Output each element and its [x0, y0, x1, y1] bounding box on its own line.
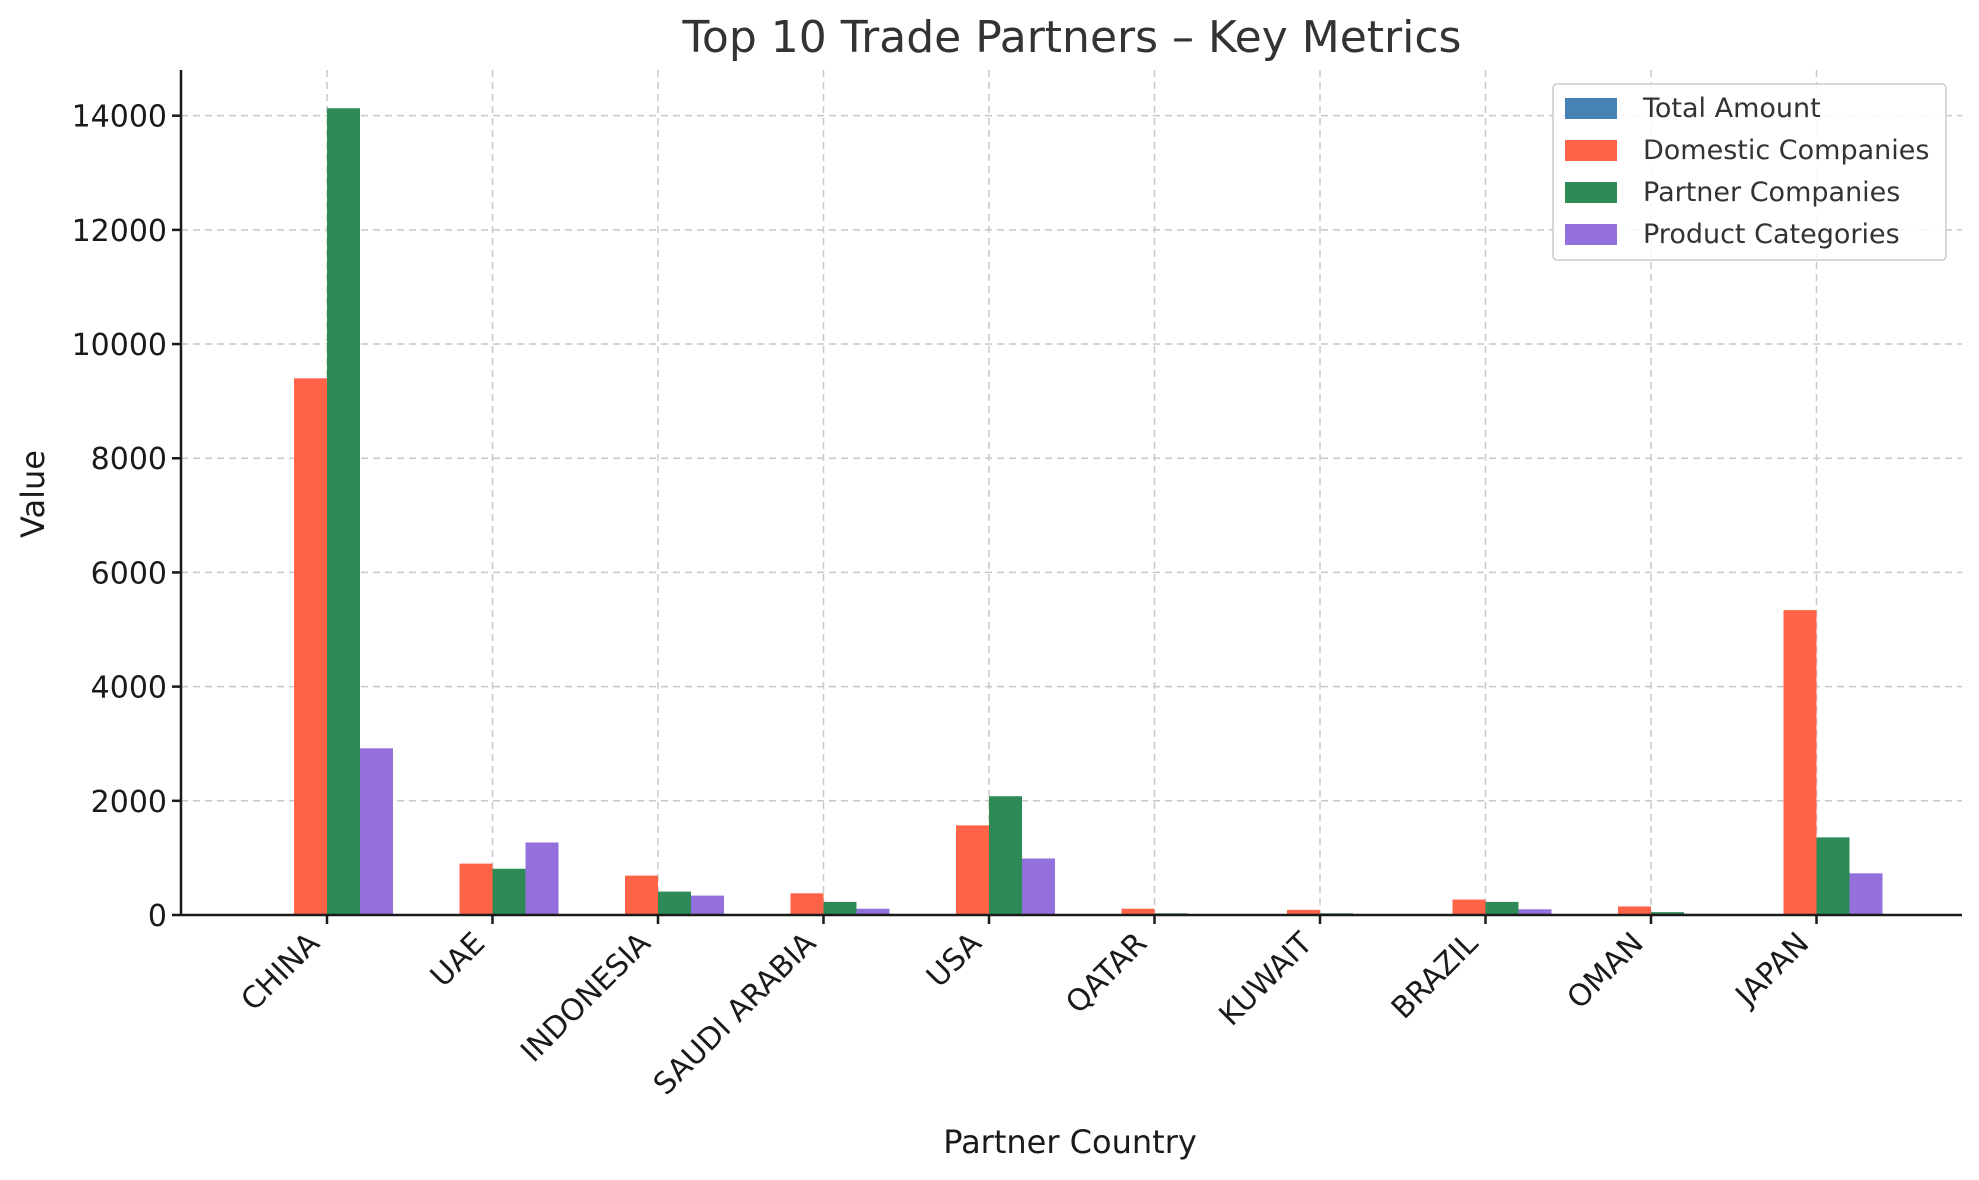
y-tick-label: 6000	[91, 556, 167, 591]
x-tick-label: INDONESIA	[514, 926, 658, 1070]
bar-partner-companies	[1816, 837, 1850, 915]
legend-entry: Total Amount	[1642, 93, 1821, 124]
bar-domestic-companies	[790, 893, 824, 915]
bar-partner-companies	[327, 108, 360, 916]
grid-lines	[181, 70, 1962, 915]
x-tick-label: KUWAIT	[1212, 925, 1320, 1033]
x-tick-label: JAPAN	[1728, 926, 1816, 1014]
legend-swatch	[1565, 182, 1617, 203]
bar-domestic-companies	[294, 378, 327, 916]
y-tick-label: 14000	[72, 100, 167, 135]
bar-domestic-companies	[625, 875, 658, 915]
bar-product-categories	[360, 748, 393, 915]
y-axis-label: Value	[14, 450, 52, 538]
bar-domestic-companies	[956, 825, 989, 915]
y-tick-label: 12000	[72, 214, 167, 249]
bar-product-categories	[691, 895, 724, 915]
bar-domestic-companies	[1452, 899, 1486, 915]
legend-frame	[1552, 83, 1947, 261]
bars	[294, 108, 1883, 916]
x-tick-label: OMAN	[1561, 926, 1651, 1016]
bar-partner-companies	[492, 868, 526, 915]
legend-swatch	[1565, 224, 1617, 245]
legend-entry: Partner Companies	[1643, 177, 1900, 208]
bar-product-categories	[525, 842, 559, 915]
chart-title: Top 10 Trade Partners – Key Metrics	[682, 12, 1462, 63]
y-tick-label: 8000	[91, 442, 167, 477]
axes	[179, 70, 1962, 917]
legend-entry: Domestic Companies	[1643, 135, 1929, 166]
bar-domestic-companies	[1121, 908, 1155, 915]
legend-entry: Product Categories	[1643, 219, 1900, 250]
x-tick-label: USA	[920, 926, 989, 995]
legend-swatch	[1565, 98, 1617, 119]
bar-product-categories	[856, 908, 890, 915]
bar-partner-companies	[823, 901, 857, 915]
x-tick-label: CHINA	[235, 926, 327, 1018]
y-tick-label: 4000	[91, 671, 167, 706]
bar-domestic-companies	[459, 863, 493, 915]
x-tick-label: UAE	[424, 926, 492, 994]
y-axis-ticks: 0 2000 4000 6000 8000 10000 12000 14000	[72, 100, 181, 934]
bar-domestic-companies	[1783, 610, 1817, 915]
legend: Total Amount Domestic Companies Partner Co…	[1552, 83, 1947, 261]
bar-partner-companies	[1651, 912, 1684, 915]
y-tick-label: 10000	[72, 328, 167, 363]
bar-domestic-companies	[1287, 909, 1320, 915]
y-tick-label: 0	[148, 899, 167, 934]
bar-partner-companies	[989, 796, 1022, 915]
legend-swatch	[1565, 140, 1617, 161]
x-tick-label: SAUDI ARABIA	[647, 926, 824, 1103]
x-tick-label: BRAZIL	[1385, 926, 1486, 1027]
bar-partner-companies	[1485, 901, 1519, 915]
x-tick-label: QATAR	[1059, 926, 1154, 1021]
bar-domestic-companies	[1618, 906, 1651, 915]
bar-product-categories	[1518, 909, 1552, 915]
bar-product-categories	[1022, 858, 1055, 915]
bar-partner-companies	[658, 891, 691, 915]
x-axis-label: Partner Country	[943, 1123, 1197, 1161]
bar-product-categories	[1849, 873, 1883, 915]
y-tick-label: 2000	[91, 785, 167, 820]
